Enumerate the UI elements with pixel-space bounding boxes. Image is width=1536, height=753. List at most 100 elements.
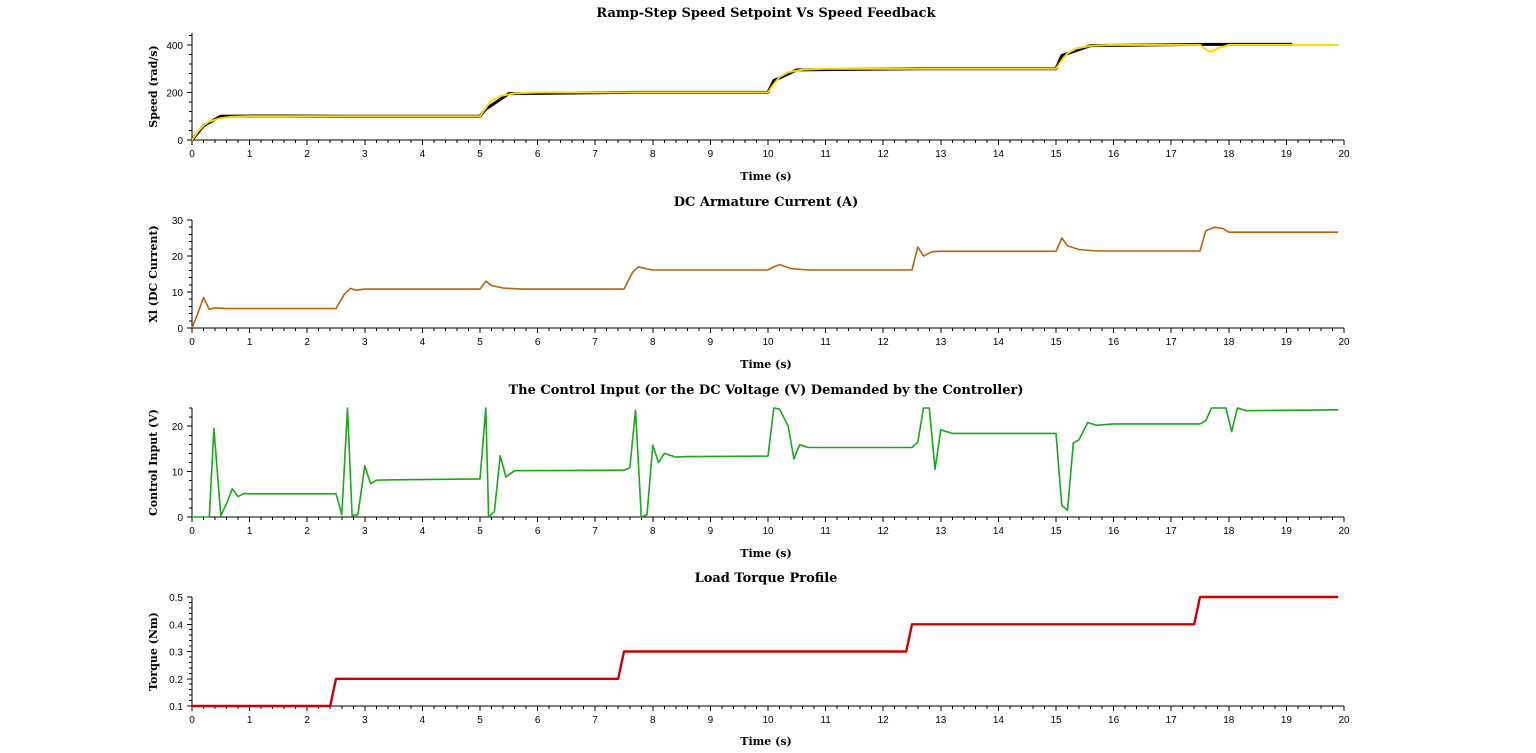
x-tick-label: 20 — [1338, 149, 1350, 160]
x-tick-label: 17 — [1166, 715, 1178, 726]
x-tick-label: 5 — [477, 526, 483, 537]
chart-panel-2: DC Armature Current (A)0 1 2 3 4 5 6 7 8 9 10 11 12 1… — [147, 195, 1350, 371]
chart-title: DC Armature Current (A) — [674, 195, 859, 210]
x-tick-label: 11 — [820, 337, 831, 348]
x-tick-label: 5 — [477, 149, 483, 160]
x-tick-label: 2 — [304, 337, 310, 348]
y-tick-label: 0.5 — [169, 593, 183, 604]
x-tick-label: 5 — [477, 337, 483, 348]
x-tick-label: 0 — [189, 715, 195, 726]
x-tick-label: 2 — [304, 149, 310, 160]
x-tick-label: 17 — [1166, 337, 1178, 348]
x-tick-label: 4 — [420, 526, 426, 537]
x-tick-label: 14 — [993, 149, 1005, 160]
x-tick-label: 14 — [993, 337, 1005, 348]
x-tick-label: 10 — [762, 149, 774, 160]
x-tick-label: 3 — [362, 149, 368, 160]
x-tick-label: 15 — [1050, 149, 1062, 160]
chart-title: Load Torque Profile — [695, 571, 838, 586]
y-axis-label: Control Input (V) — [147, 409, 160, 516]
x-tick-label: 14 — [993, 526, 1005, 537]
y-tick-label: 0.3 — [169, 648, 183, 659]
x-tick-label: 18 — [1223, 149, 1235, 160]
x-tick-label: 19 — [1281, 149, 1293, 160]
x-tick-label: 5 — [477, 715, 483, 726]
chart-panel-3: The Control Input (or the DC Voltage (V)… — [147, 383, 1350, 560]
x-tick-label: 9 — [708, 715, 714, 726]
chart-panel-1: Ramp-Step Speed Setpoint Vs Speed Feedba… — [147, 6, 1350, 183]
x-tick-label: 6 — [535, 149, 541, 160]
x-tick-label: 19 — [1281, 715, 1293, 726]
x-axis-label: Time (s) — [740, 358, 791, 371]
x-tick-label: 10 — [762, 337, 774, 348]
x-tick-label: 12 — [878, 337, 890, 348]
series-line-1 — [192, 595, 1339, 708]
x-tick-label: 12 — [878, 526, 890, 537]
x-tick-label: 2 — [304, 715, 310, 726]
x-axis-label: Time (s) — [740, 170, 791, 183]
x-tick-label: 15 — [1050, 715, 1062, 726]
x-tick-label: 13 — [935, 337, 947, 348]
y-tick-label: 0 — [177, 513, 183, 524]
y-axis-label: Torque (Nm) — [147, 612, 160, 691]
x-tick-label: 3 — [362, 526, 368, 537]
x-tick-label: 0 — [189, 337, 195, 348]
y-axis-label: Speed (rad/s) — [147, 45, 160, 127]
x-tick-label: 7 — [592, 337, 598, 348]
x-tick-label: 13 — [935, 715, 947, 726]
x-tick-label: 16 — [1108, 715, 1120, 726]
x-tick-label: 7 — [592, 715, 598, 726]
x-tick-label: 2 — [304, 526, 310, 537]
x-tick-label: 3 — [362, 337, 368, 348]
x-tick-label: 19 — [1281, 337, 1293, 348]
series-line-2 — [191, 43, 1339, 141]
x-tick-label: 19 — [1281, 526, 1293, 537]
x-tick-label: 1 — [247, 526, 253, 537]
x-tick-label: 7 — [592, 526, 598, 537]
x-tick-label: 6 — [535, 337, 541, 348]
y-tick-label: 0.1 — [169, 702, 183, 713]
x-axis-label: Time (s) — [740, 735, 791, 748]
y-tick-label: 200 — [166, 88, 183, 99]
x-tick-label: 9 — [708, 149, 714, 160]
x-tick-label: 17 — [1166, 526, 1178, 537]
x-tick-label: 20 — [1338, 526, 1350, 537]
x-tick-label: 8 — [650, 337, 656, 348]
x-tick-label: 16 — [1108, 337, 1120, 348]
x-tick-label: 18 — [1223, 526, 1235, 537]
x-tick-label: 11 — [820, 715, 831, 726]
series-line-1 — [191, 226, 1339, 329]
x-tick-label: 12 — [878, 715, 890, 726]
x-tick-label: 12 — [878, 149, 890, 160]
x-tick-label: 3 — [362, 715, 368, 726]
chart-title: The Control Input (or the DC Voltage (V)… — [508, 383, 1023, 398]
x-tick-label: 1 — [247, 715, 253, 726]
x-tick-label: 10 — [762, 526, 774, 537]
y-tick-label: 0.2 — [169, 675, 183, 686]
y-tick-label: 400 — [166, 41, 183, 52]
x-tick-label: 18 — [1223, 337, 1235, 348]
x-tick-label: 13 — [935, 149, 947, 160]
x-tick-label: 15 — [1050, 337, 1062, 348]
x-tick-label: 8 — [650, 526, 656, 537]
x-tick-label: 13 — [935, 526, 947, 537]
x-tick-label: 18 — [1223, 715, 1235, 726]
x-tick-label: 0 — [189, 526, 195, 537]
x-tick-label: 4 — [420, 715, 426, 726]
x-tick-label: 11 — [820, 526, 831, 537]
chart-title: Ramp-Step Speed Setpoint Vs Speed Feedba… — [596, 6, 936, 21]
x-tick-label: 8 — [650, 715, 656, 726]
x-tick-label: 1 — [247, 337, 253, 348]
x-tick-label: 0 — [189, 149, 195, 160]
x-tick-label: 20 — [1338, 337, 1350, 348]
x-tick-label: 9 — [708, 526, 714, 537]
y-tick-label: 0 — [177, 136, 183, 147]
x-tick-label: 20 — [1338, 715, 1350, 726]
x-tick-label: 6 — [535, 526, 541, 537]
y-tick-label: 10 — [172, 468, 184, 479]
x-axis-label: Time (s) — [740, 547, 791, 560]
y-tick-label: 10 — [172, 288, 184, 299]
x-tick-label: 16 — [1108, 149, 1120, 160]
